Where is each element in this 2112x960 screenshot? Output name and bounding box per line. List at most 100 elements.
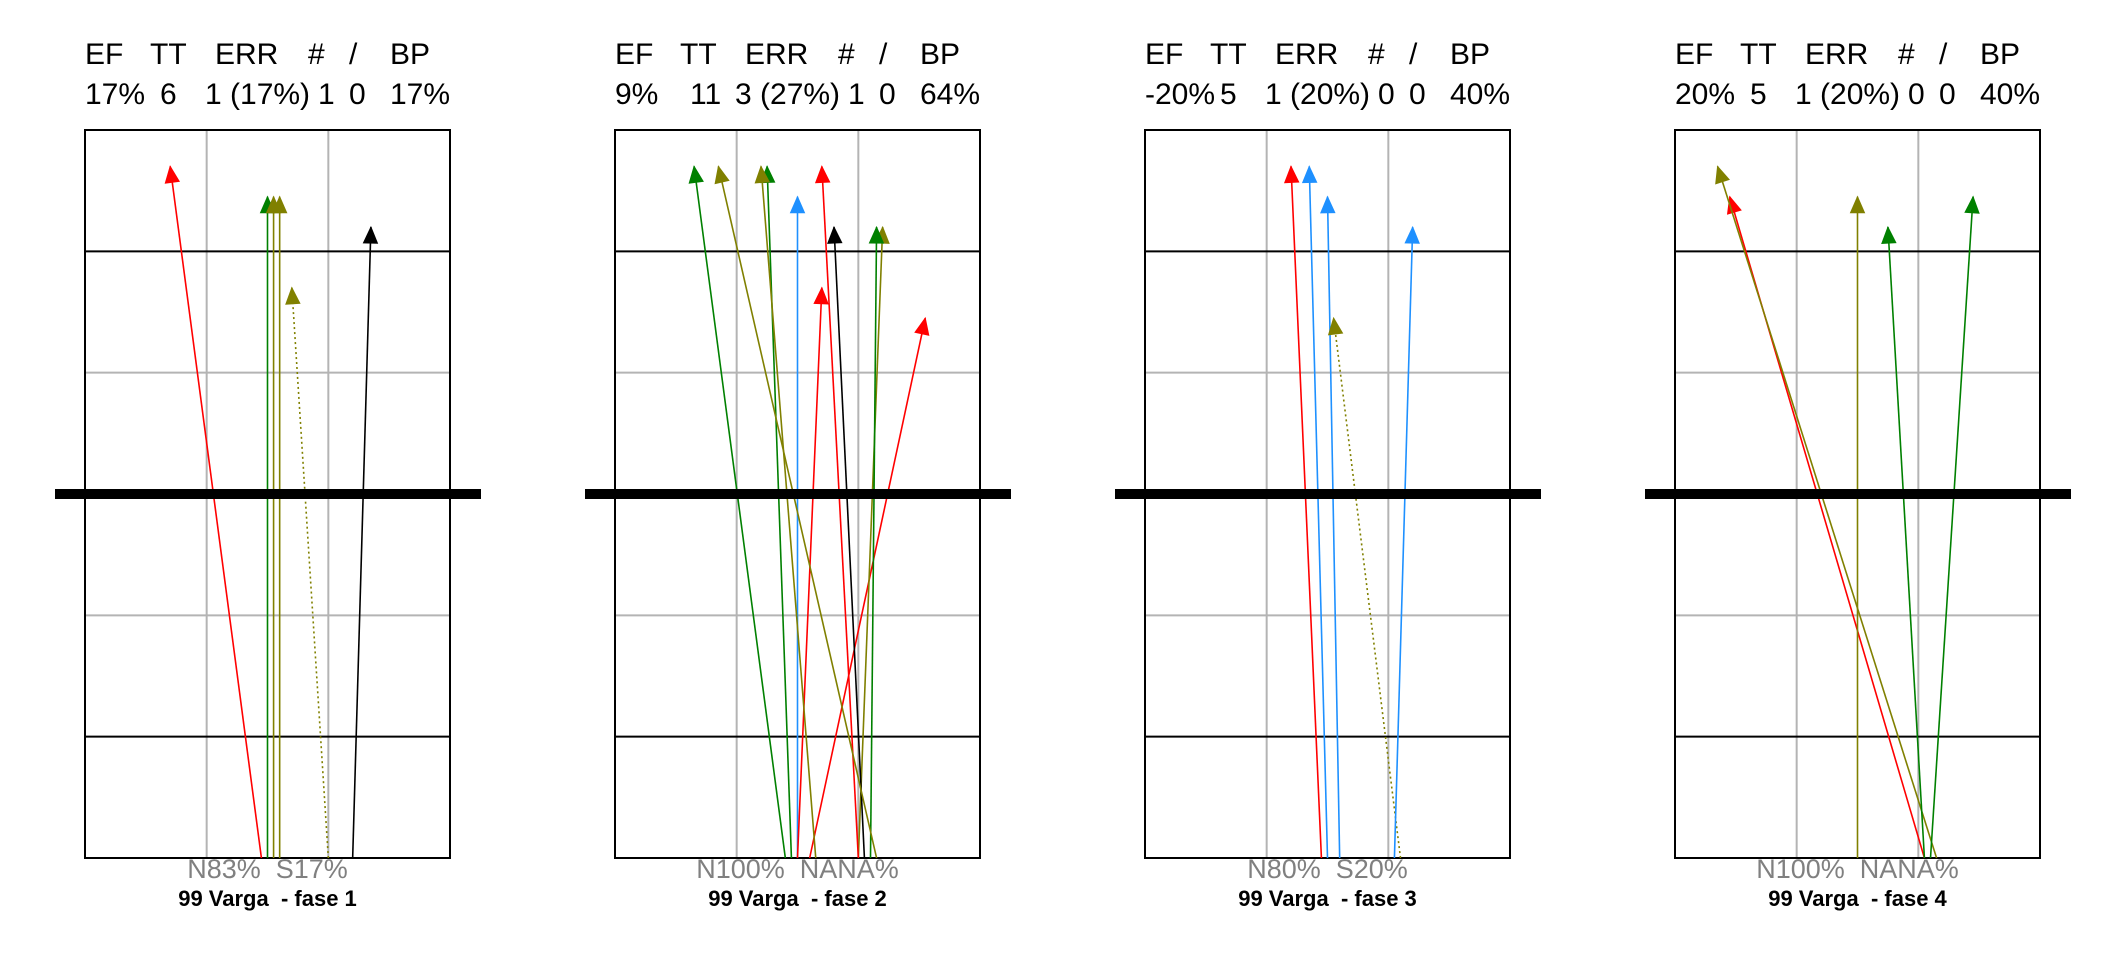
header-label: / (349, 38, 358, 71)
header-value: 3 (27%) (735, 78, 841, 111)
header-value: 5 (1220, 78, 1237, 111)
arrow-line (1326, 196, 1341, 859)
header-label: BP (390, 38, 431, 71)
arrow-6 (754, 165, 817, 859)
header-label: ERR (1275, 38, 1339, 71)
arrowhead (1327, 316, 1344, 336)
arrow-line (717, 166, 878, 859)
header-label: BP (1980, 38, 2021, 71)
chart-panel-1: EF TT ERR # / BP 17% 6 1 (17%) 1 0 17% N83% S17% 99 V… (0, 0, 500, 960)
arrow-3 (789, 195, 806, 858)
arrowhead (1283, 165, 1300, 184)
header-label: / (1409, 38, 1418, 71)
header-value: 40% (1450, 78, 1511, 111)
header-value: 64% (920, 78, 981, 111)
header-label: ERR (215, 38, 279, 71)
header-label: EF (85, 38, 124, 71)
header-label: EF (1145, 38, 1184, 71)
arrowhead (164, 165, 181, 184)
arrow-2 (1301, 165, 1329, 859)
panel-caption: 99 Varga - fase 1 (178, 886, 357, 911)
arrow-line (808, 317, 927, 859)
arrowhead (1964, 195, 1980, 214)
arrow-2 (259, 195, 276, 858)
arrow-4 (271, 195, 288, 858)
arrow-line (766, 166, 793, 859)
center-line (1115, 489, 1541, 499)
panel-caption: 99 Varga - fase 4 (1768, 886, 1947, 911)
arrow-9 (827, 225, 866, 859)
arrow-line (291, 287, 330, 859)
arrow-line (857, 227, 884, 859)
header-value: 1 (20%) (1265, 78, 1371, 111)
header-value: 40% (1980, 78, 2041, 111)
plot-area (1645, 129, 2071, 859)
arrow-10 (868, 225, 885, 859)
arrowhead (1404, 225, 1420, 244)
header-value: 11 (690, 78, 722, 111)
header-label: / (1939, 38, 1948, 71)
chart-panel-2: EF TT ERR # / BP 9% 11 3 (27%) 1 0 64% N100% NANA% 99… (530, 0, 1030, 960)
arrow-8 (814, 165, 860, 859)
arrow-line (1308, 166, 1329, 859)
header-value: 9% (615, 78, 659, 111)
arrowhead (1849, 195, 1866, 214)
arrow-line (1332, 317, 1402, 859)
chart-panel-4: EF TT ERR # / BP 20% 5 1 (20%) 0 0 40% N100% NANA% 99… (1590, 0, 2090, 960)
arrow-1 (1283, 165, 1323, 859)
arrow-line (1716, 166, 1938, 859)
header-label: TT (1740, 38, 1777, 71)
arrow-6 (351, 225, 379, 859)
header-value: 0 (1409, 78, 1426, 111)
header-label: # (1898, 38, 1915, 71)
header-label: EF (615, 38, 654, 71)
header-value: 0 (1378, 78, 1395, 111)
arrow-line (1929, 196, 1974, 859)
header-value: 1 (318, 78, 335, 111)
arrow-4 (1881, 225, 1926, 859)
plot-area (585, 129, 1011, 859)
arrow-11 (714, 165, 878, 859)
footer-stats: N100% NANA% (696, 854, 899, 884)
plot-area (1115, 129, 1541, 859)
arrowhead (714, 165, 730, 185)
center-line (55, 489, 481, 499)
footer-stats: N100% NANA% (1756, 854, 1959, 884)
header-value: 17% (85, 78, 146, 111)
arrowhead (362, 225, 379, 244)
header-value: 1 (17%) (205, 78, 311, 111)
header-label: EF (1675, 38, 1714, 71)
header-label: # (838, 38, 855, 71)
arrowhead (688, 165, 704, 184)
arrow-3 (265, 195, 282, 858)
header-label: TT (150, 38, 187, 71)
header-value: 0 (1908, 78, 1925, 111)
header-value: 0 (349, 78, 366, 111)
arrow-line (169, 166, 263, 859)
arrow-5 (1929, 195, 1980, 859)
header-value: 1 (20%) (1795, 78, 1901, 111)
header-value: 1 (848, 78, 865, 111)
arrowhead (285, 286, 301, 305)
arrow-3 (1849, 195, 1866, 858)
arrow-line (796, 287, 823, 859)
header-value: 0 (1939, 78, 1956, 111)
arrow-1 (1726, 195, 1926, 859)
chart-panel-3: EF TT ERR # / BP -20% 5 1 (20%) 0 0 40% N80% S20% 99 … (1060, 0, 1560, 960)
arrow-line (760, 166, 817, 859)
arrowhead (814, 165, 831, 184)
arrow-4 (1327, 316, 1402, 859)
arrow-line (693, 166, 787, 859)
arrowhead (1881, 225, 1897, 244)
header-label: # (308, 38, 325, 71)
arrowhead (813, 286, 829, 305)
header-value: 20% (1675, 78, 1736, 111)
arrow-line (1393, 227, 1414, 859)
arrowhead (1301, 165, 1318, 184)
arrow-line (833, 227, 866, 859)
header-label: # (1368, 38, 1385, 71)
header-value: 6 (160, 78, 177, 111)
header-label: / (879, 38, 888, 71)
arrow-line (1887, 227, 1926, 859)
